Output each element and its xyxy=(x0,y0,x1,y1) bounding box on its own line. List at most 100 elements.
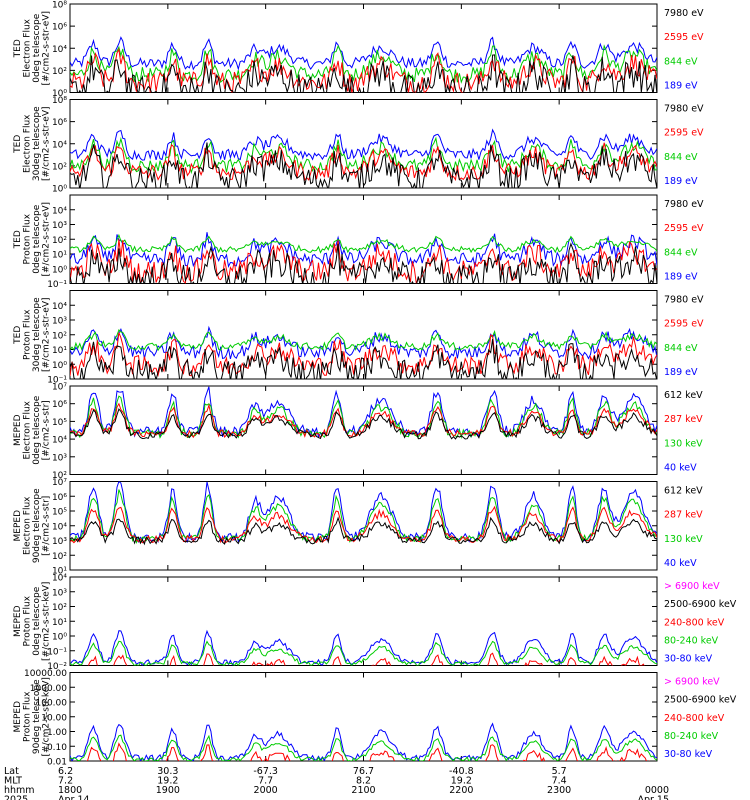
legend-entry: 612 keV xyxy=(664,390,703,401)
legend-entry: 40 keV xyxy=(664,558,697,569)
series-group xyxy=(70,325,657,379)
x-tick-label: 2000 xyxy=(254,785,278,796)
y-axis-label: 30deg telescope xyxy=(32,297,42,372)
y-tick-label: 10⁰ xyxy=(52,89,67,99)
y-tick-label: 0.10 xyxy=(47,743,67,753)
x-row-label: hhmm xyxy=(4,785,35,796)
x-row-label: Lat xyxy=(4,766,19,777)
y-tick-label: 10⁻¹ xyxy=(47,647,67,657)
panel-7: 10⁻² 10⁻¹ 10⁰ 10¹ 10² 10³ 10⁴ MEPED Proton Flux 0… xyxy=(13,574,737,673)
y-axis-label: Proton Flux xyxy=(22,595,32,646)
y-tick-label: 10² xyxy=(52,331,67,341)
legend-entry: 7980 eV xyxy=(664,295,704,306)
x-tick-label: -40.8 xyxy=(449,766,474,777)
x-tick-label: Apr 14 xyxy=(58,795,90,800)
y-axis-label: [#/cm2-s-str] xyxy=(41,496,51,556)
y-axis-label: MEPED xyxy=(13,701,23,733)
series-group xyxy=(70,232,657,284)
legend-entry: 40 keV xyxy=(664,463,697,474)
y-axis-label: Proton Flux xyxy=(22,309,32,360)
x-tick-label: 7.2 xyxy=(58,776,73,787)
series-group xyxy=(70,629,657,666)
series-group xyxy=(70,36,657,93)
x-tick-label: 0000 xyxy=(645,785,669,796)
x-tick-label: 5.7 xyxy=(552,766,567,777)
y-axis-label: Electron Flux xyxy=(22,496,32,555)
panel-8: 0.01 0.10 1.00 10.00 100.00 1000.00 10000.00 ME… xyxy=(13,669,737,768)
y-tick-label: 10⁴ xyxy=(52,45,67,55)
legend-entry: 2500-6900 keV xyxy=(664,695,737,706)
panel-frame xyxy=(69,576,658,666)
x-tick-label: 7.4 xyxy=(552,776,567,787)
y-tick-label: 10¹ xyxy=(52,346,67,356)
x-tick-label: 30.3 xyxy=(157,766,178,777)
x-tick-label: 2100 xyxy=(351,785,375,796)
y-axis-label: TED xyxy=(13,230,23,249)
y-axis-label: Proton Flux xyxy=(22,213,32,264)
y-axis-label: 90deg telescope xyxy=(32,679,42,754)
series-line-1 xyxy=(70,142,657,188)
legend-entry: 189 eV xyxy=(664,272,698,283)
legend-entry: > 6900 keV xyxy=(664,581,720,592)
series-group xyxy=(70,722,657,764)
y-tick-label: 10⁴ xyxy=(52,206,67,216)
series-line-3 xyxy=(70,44,657,84)
series-line-3 xyxy=(70,489,657,544)
legend-entry: 2595 eV xyxy=(664,319,704,330)
y-tick-label: 10⁷ xyxy=(52,383,67,393)
y-axis-label: 90deg telescope xyxy=(32,488,42,563)
series-line-1 xyxy=(70,242,657,284)
legend-entry: 287 keV xyxy=(664,414,703,425)
series-line-4 xyxy=(70,386,657,439)
y-axis-label: 30deg telescope xyxy=(32,106,42,181)
y-tick-label: 1000.00 xyxy=(30,684,67,694)
y-tick-label: 10³ xyxy=(52,537,67,547)
legend-entry: 7980 eV xyxy=(664,104,704,115)
y-tick-label: 10⁻¹ xyxy=(47,376,67,386)
legend-entry: > 6900 keV xyxy=(664,677,720,688)
legend-entry: 844 eV xyxy=(664,343,698,354)
series-group xyxy=(70,386,657,440)
y-tick-label: 10² xyxy=(52,162,67,172)
x-tick-label: 7.7 xyxy=(258,776,273,787)
y-axis-label: Electron Flux xyxy=(22,400,32,459)
x-tick-label: 1800 xyxy=(58,785,82,796)
y-tick-label: 10¹ xyxy=(52,618,67,628)
series-line-1 xyxy=(70,338,657,379)
y-axis-label: MEPED xyxy=(13,605,23,637)
series-line-4 xyxy=(70,481,657,544)
y-axis-label: MEPED xyxy=(13,414,23,446)
series-line-3 xyxy=(86,742,650,761)
x-tick-label: 8.2 xyxy=(356,776,371,787)
x-tick-label: 19.2 xyxy=(157,776,178,787)
legend-entry: 2595 eV xyxy=(664,128,704,139)
y-axis-label: [#/cm2-s-str-keV] xyxy=(41,677,51,756)
legend-entry: 2500-6900 keV xyxy=(664,599,737,610)
panel-2: 10⁰ 10² 10⁴ 10⁶ 10⁸ TED Electron Flux 30deg tel… xyxy=(13,96,704,195)
x-row-label: 2025 xyxy=(4,795,28,800)
y-tick-label: 10³ xyxy=(52,317,67,327)
y-tick-label: 10³ xyxy=(52,453,67,463)
panel-4: 10⁻¹ 10⁰ 10¹ 10² 10³ 10⁴ TED Proton Flux 30deg t… xyxy=(13,290,704,386)
y-axis-label: Proton Flux xyxy=(22,691,32,742)
panel-frame xyxy=(69,672,658,762)
legend-entry: 130 keV xyxy=(664,438,703,449)
y-axis-label: TED xyxy=(13,39,23,58)
legend-entry: 2595 eV xyxy=(664,223,704,234)
y-axis-label: [#/cm2-s-str-eV] xyxy=(41,106,51,181)
y-tick-label: 10⁵ xyxy=(52,508,67,518)
legend-entry: 287 keV xyxy=(664,510,703,521)
y-tick-label: 10000.00 xyxy=(24,669,67,679)
legend-entry: 7980 eV xyxy=(664,8,704,19)
series-line-4 xyxy=(70,128,657,161)
y-tick-label: 10⁶ xyxy=(52,400,67,410)
y-axis-label: Electron Flux xyxy=(22,18,32,77)
x-tick-label: Apr 15 xyxy=(637,795,669,800)
y-tick-label: 10⁴ xyxy=(52,522,67,532)
series-line-3 xyxy=(70,395,657,440)
series-group xyxy=(70,481,657,546)
series-line-3 xyxy=(70,233,657,254)
series-line-2 xyxy=(70,763,657,764)
x-tick-label: 2300 xyxy=(547,785,571,796)
